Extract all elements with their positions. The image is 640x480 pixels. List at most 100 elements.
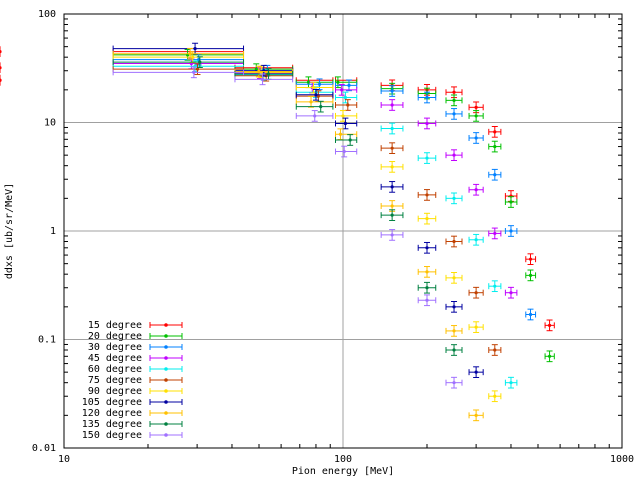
data-point: [452, 239, 456, 244]
legend-marker: [164, 334, 168, 338]
series-120-degree: [112, 47, 484, 422]
data-point: [425, 95, 429, 100]
data-point: [528, 257, 533, 261]
legend-marker: [164, 389, 168, 393]
data-point: [0, 50, 2, 54]
data-point: [390, 103, 394, 107]
series-135-degree: [112, 56, 463, 356]
legend-label: 15 degree: [88, 320, 142, 331]
data-point: [528, 273, 533, 277]
legend-label: 45 degree: [88, 353, 142, 364]
data-point: [474, 325, 478, 329]
y-tick-label: 1: [50, 226, 56, 237]
data-point: [193, 46, 197, 51]
data-point: [509, 381, 513, 385]
y-tick-label: 10: [44, 118, 56, 129]
data-point: [266, 72, 271, 76]
data-point: [452, 381, 456, 385]
data-point: [474, 238, 478, 242]
data-point: [390, 233, 394, 237]
data-point: [195, 67, 200, 71]
data-point: [188, 52, 192, 56]
data-point: [309, 100, 313, 104]
data-point: [257, 69, 261, 74]
data-point: [390, 213, 394, 217]
data-point: [425, 193, 429, 197]
data-point: [528, 312, 533, 317]
legend-label: 20 degree: [88, 331, 142, 342]
grid-lines: [64, 14, 622, 448]
data-point: [452, 196, 456, 200]
data-point: [452, 112, 456, 116]
legend-label: 90 degree: [88, 386, 142, 397]
data-point: [493, 173, 497, 177]
legend-marker: [164, 356, 168, 360]
legend-marker: [164, 345, 168, 349]
data-point: [425, 121, 429, 126]
data-point: [425, 270, 429, 274]
series-105-degree: [112, 42, 484, 379]
x-tick-label: 100: [334, 454, 352, 465]
legend-label: 120 degree: [82, 408, 142, 419]
legend-label: 105 degree: [82, 397, 142, 408]
data-point: [452, 276, 456, 280]
data-point: [474, 413, 478, 417]
data-point: [306, 80, 311, 84]
x-axis-label: Pion energy [MeV]: [292, 466, 394, 477]
x-tick-label: 1000: [610, 454, 634, 465]
data-point: [474, 136, 478, 140]
data-point: [317, 82, 322, 86]
series-30-degree: [112, 53, 537, 321]
data-point: [311, 85, 316, 90]
data-point: [336, 80, 340, 84]
data-point: [348, 138, 352, 142]
data-point: [452, 348, 456, 352]
data-point: [390, 146, 394, 150]
legend-marker: [164, 422, 168, 426]
series-90-degree: [112, 51, 502, 403]
data-point: [390, 89, 394, 93]
data-point: [425, 298, 429, 302]
y-tick-label: 0.1: [38, 335, 56, 346]
data-point: [390, 126, 394, 131]
legend-label: 150 degree: [82, 430, 142, 441]
data-point: [493, 144, 497, 149]
data-point: [191, 55, 195, 59]
legend-label: 30 degree: [88, 342, 142, 353]
data-point: [547, 323, 552, 327]
legend-label: 135 degree: [82, 419, 142, 430]
y-tick-label: 0.01: [32, 443, 56, 454]
data-point: [474, 105, 478, 109]
data-point: [338, 132, 343, 136]
data-point: [346, 103, 350, 107]
data-point: [192, 70, 196, 74]
data-series: [0, 42, 555, 422]
data-point: [254, 67, 258, 71]
legend-marker: [164, 378, 168, 382]
x-tick-label: 10: [58, 454, 70, 465]
axis-ticks: 10 100 1000 0.01 0.1 1 10 100: [32, 9, 634, 465]
series-75-degree: [112, 63, 502, 356]
data-point: [425, 246, 429, 250]
data-point: [347, 83, 351, 87]
data-point: [452, 90, 456, 94]
data-point: [452, 329, 456, 333]
legend-marker: [164, 433, 168, 437]
data-point: [452, 153, 456, 157]
data-point: [314, 93, 318, 97]
data-point: [452, 305, 456, 309]
data-point: [390, 204, 394, 208]
data-point: [343, 121, 347, 126]
data-point: [493, 130, 497, 134]
series-150-degree: [112, 66, 463, 389]
legend-marker: [164, 367, 168, 371]
legend-marker: [164, 411, 168, 415]
data-point: [0, 78, 2, 82]
data-point: [198, 60, 202, 64]
legend-label: 75 degree: [88, 375, 142, 386]
legend-label: 60 degree: [88, 364, 142, 375]
data-point: [509, 200, 513, 204]
legend-marker: [164, 400, 168, 404]
